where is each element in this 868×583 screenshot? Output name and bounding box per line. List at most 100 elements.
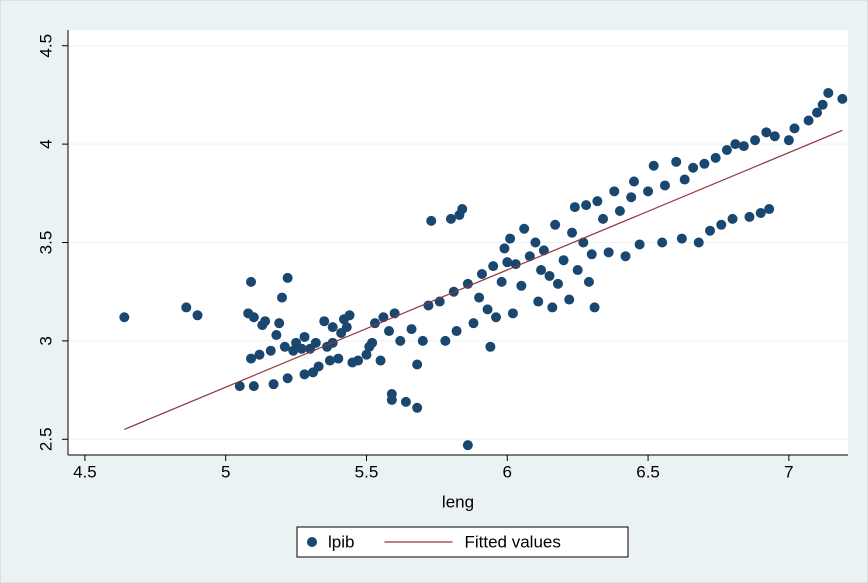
scatter-point xyxy=(353,355,364,366)
scatter-point xyxy=(581,200,592,211)
scatter-point xyxy=(502,257,513,268)
scatter-point xyxy=(572,265,583,276)
scatter-point xyxy=(583,276,594,287)
scatter-point xyxy=(474,292,485,303)
scatter-point xyxy=(550,219,561,230)
scatter-point xyxy=(567,227,578,238)
scatter-point xyxy=(361,349,372,360)
scatter-point xyxy=(274,318,285,329)
fitted-line xyxy=(124,129,843,430)
scatter-point xyxy=(533,296,544,307)
scatter-point xyxy=(426,215,437,226)
x-tick-label: 4.5 xyxy=(73,462,97,481)
y-tick-label: 2.5 xyxy=(36,427,55,451)
scatter-point xyxy=(699,158,710,169)
scatter-point xyxy=(823,87,834,98)
scatter-point xyxy=(738,141,749,152)
scatter-point xyxy=(341,322,352,333)
scatter-point xyxy=(181,302,192,313)
scatter-point xyxy=(260,316,271,327)
scatter-point xyxy=(688,162,699,173)
scatter-point xyxy=(246,353,257,364)
x-tick-label: 7 xyxy=(784,462,793,481)
scatter-point xyxy=(727,213,738,224)
scatter-point xyxy=(812,107,823,118)
x-tick-label: 5 xyxy=(221,462,230,481)
scatter-point xyxy=(499,243,510,254)
scatter-point xyxy=(268,379,279,390)
scatter-point xyxy=(406,324,417,335)
scatter-point xyxy=(344,310,355,321)
scatter-point xyxy=(547,302,558,313)
scatter-point xyxy=(412,402,423,413)
x-tick-label: 5.5 xyxy=(355,462,379,481)
scatter-point xyxy=(395,335,406,346)
scatter-point xyxy=(643,186,654,197)
scatter-point xyxy=(462,278,473,289)
scatter-point xyxy=(648,160,659,171)
scatter-point xyxy=(482,304,493,315)
scatter-point xyxy=(277,292,288,303)
scatter-point xyxy=(451,326,462,337)
y-tick-label: 4 xyxy=(36,139,55,148)
scatter-point xyxy=(400,396,411,407)
scatter-point xyxy=(564,294,575,305)
scatter-point xyxy=(609,186,620,197)
scatter-point xyxy=(657,237,668,248)
scatter-point xyxy=(552,278,563,289)
legend-label: lpib xyxy=(328,532,354,551)
scatter-point xyxy=(265,345,276,356)
scatter-point xyxy=(592,196,603,207)
axes: 2.5 3 3.5 4 4.5 4.5 5 5.5 6 6.5 7 xyxy=(36,30,848,481)
scatter-point xyxy=(628,176,639,187)
x-tick-label: 6 xyxy=(503,462,512,481)
scatter-point xyxy=(659,180,670,191)
scatter-point xyxy=(324,355,335,366)
scatter-point xyxy=(246,276,257,287)
x-axis-label: leng xyxy=(442,492,474,511)
scatter-point xyxy=(327,322,338,333)
scatter-point xyxy=(716,219,727,230)
legend-label: Fitted values xyxy=(464,532,560,551)
scatter-point xyxy=(679,174,690,185)
scatter-point xyxy=(375,355,386,366)
scatter-point xyxy=(496,276,507,287)
scatter-point xyxy=(761,127,772,138)
scatter-point xyxy=(620,251,631,262)
scatter-point xyxy=(491,312,502,323)
scatter-point xyxy=(544,270,555,281)
scatter-point xyxy=(755,207,766,218)
scatter-point xyxy=(530,237,541,248)
scatter-point xyxy=(578,237,589,248)
scatter-point xyxy=(384,326,395,337)
scatter-point xyxy=(282,373,293,384)
scatter-point xyxy=(299,331,310,342)
scatter-point xyxy=(462,440,473,451)
scatter-point xyxy=(476,268,487,279)
x-tick-label: 6.5 xyxy=(636,462,660,481)
scatter-point xyxy=(119,312,130,323)
scatter-point xyxy=(279,341,290,352)
scatter-point xyxy=(440,335,451,346)
scatter-point xyxy=(248,381,259,392)
scatter-point xyxy=(589,302,600,313)
scatter-point xyxy=(837,93,848,104)
scatter-point xyxy=(333,353,344,364)
scatter-point xyxy=(254,349,265,360)
scatter-point xyxy=(468,318,479,329)
legend-marker xyxy=(307,537,317,547)
scatter-point xyxy=(516,280,527,291)
scatter-point xyxy=(558,255,569,266)
legend-box xyxy=(296,526,629,558)
scatter-point xyxy=(603,247,614,258)
scatter-point xyxy=(510,259,521,270)
scatter-point xyxy=(386,394,397,405)
scatter-point xyxy=(524,251,535,262)
scatter-point xyxy=(634,239,645,250)
legend: lpib Fitted values xyxy=(296,526,629,558)
scatter-point xyxy=(507,308,518,319)
scatter-point xyxy=(296,343,307,354)
scatter-point xyxy=(288,345,299,356)
scatter-point xyxy=(598,213,609,224)
scatter-point xyxy=(803,115,814,126)
